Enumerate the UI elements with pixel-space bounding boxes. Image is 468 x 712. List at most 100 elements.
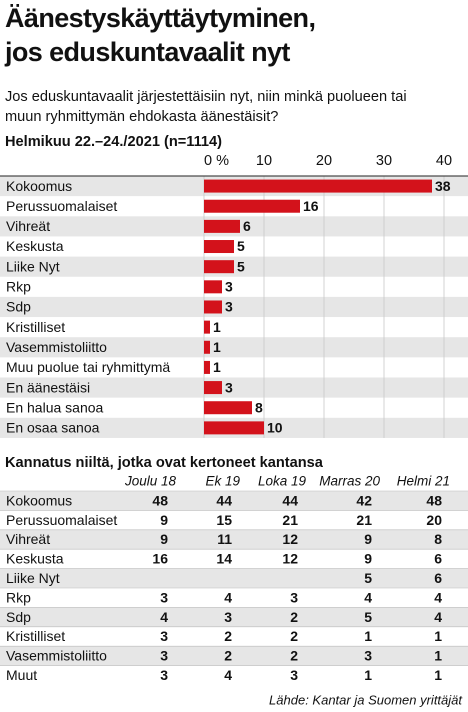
row-band (0, 568, 468, 588)
table-cell: 6 (434, 570, 442, 586)
value-label: 38 (435, 178, 451, 194)
bar (204, 260, 234, 274)
bar (204, 421, 264, 435)
table-cell: 3 (160, 648, 168, 664)
value-label: 8 (255, 399, 263, 415)
value-label: 1 (213, 319, 221, 335)
table-title: Kannatus niiltä, jotka ovat kertoneet ka… (5, 455, 324, 471)
table-cell: 2 (224, 628, 232, 644)
category-label: Liike Nyt (6, 258, 60, 274)
x-tick-label: 20 (316, 153, 332, 169)
chart-subtitle: muun ryhmittymän ehdokasta äänestäisit? (5, 109, 278, 125)
bar (204, 360, 210, 374)
table-cell: 3 (290, 667, 298, 683)
category-label: Rkp (6, 279, 31, 295)
value-label: 10 (267, 420, 283, 436)
value-label: 16 (303, 198, 319, 214)
row-label: Kokoomus (6, 492, 72, 508)
table-cell: 3 (290, 589, 298, 605)
row-label: Rkp (6, 589, 31, 605)
category-label: Kokoomus (6, 178, 72, 194)
table-cell: 2 (290, 648, 298, 664)
table-cell: 1 (364, 628, 372, 644)
bar (204, 280, 222, 294)
chart-subtitle: Jos eduskuntavaalit järjestettäisiin nyt… (5, 89, 407, 105)
row-band (0, 337, 468, 358)
value-label: 5 (237, 258, 245, 274)
table-cell: 11 (217, 531, 232, 547)
x-tick-label: 10 (256, 153, 272, 169)
category-label: Vihreät (6, 218, 50, 234)
column-header: Loka 19 (258, 474, 307, 489)
table-cell: 4 (434, 609, 442, 625)
table-cell: 4 (160, 609, 168, 625)
category-label: Keskusta (6, 238, 64, 254)
chart-caption: Helmikuu 22.–24./2021 (n=1114) (5, 134, 222, 150)
table-cell: 9 (160, 531, 168, 547)
table-cell: 12 (282, 531, 298, 547)
value-label: 3 (225, 279, 233, 295)
column-header: Ek 19 (205, 474, 240, 489)
table-cell: 21 (282, 512, 298, 528)
value-label: 5 (237, 238, 245, 254)
table-cell: 4 (434, 589, 442, 605)
row-label: Muut (6, 667, 37, 683)
category-label: En halua sanoa (6, 399, 104, 415)
bar (204, 320, 210, 334)
table-cell: 9 (364, 551, 372, 567)
table-cell: 9 (160, 512, 168, 528)
bar (204, 300, 222, 314)
table-cell: 4 (224, 667, 232, 683)
table-cell: 1 (434, 648, 442, 664)
table-cell: 44 (282, 492, 298, 508)
bar (204, 240, 234, 254)
category-label: Muu puolue tai ryhmittymä (6, 359, 170, 375)
table-cell: 9 (364, 531, 372, 547)
category-label: En äänestäisi (6, 379, 90, 395)
column-header: Helmi 21 (397, 474, 450, 489)
row-band (0, 529, 468, 550)
bar (204, 401, 252, 415)
table-cell: 1 (364, 667, 372, 683)
category-label: Vasemmistoliitto (6, 339, 107, 355)
bar (204, 219, 240, 233)
row-label: Perussuomalaiset (6, 512, 117, 528)
table-cell: 1 (434, 667, 442, 683)
table-cell: 4 (224, 589, 232, 605)
table-cell: 44 (216, 492, 232, 508)
table-cell: 3 (160, 589, 168, 605)
table-cell: 3 (224, 609, 232, 625)
category-label: Kristilliset (6, 319, 65, 335)
row-band (0, 491, 468, 511)
x-tick-label: 40 (436, 153, 452, 169)
bar (204, 340, 210, 354)
row-label: Sdp (6, 609, 31, 625)
bar (204, 199, 300, 213)
category-label: En osaa sanoa (6, 420, 100, 436)
table-cell: 4 (364, 589, 372, 605)
category-label: Perussuomalaiset (6, 198, 117, 214)
table-cell: 8 (434, 531, 442, 547)
value-label: 3 (225, 299, 233, 315)
value-label: 3 (225, 379, 233, 395)
x-tick-label: 0 % (204, 153, 229, 169)
table-cell: 1 (434, 628, 442, 644)
chart-title: jos eduskuntavaalit nyt (4, 37, 290, 67)
x-tick-label: 30 (376, 153, 392, 169)
row-band (0, 296, 468, 318)
table-cell: 42 (356, 492, 372, 508)
table-cell: 48 (152, 492, 168, 508)
table-cell: 2 (290, 628, 298, 644)
row-label: Kristilliset (6, 628, 65, 644)
row-label: Vihreät (6, 531, 50, 547)
column-header: Joulu 18 (124, 474, 177, 489)
table-cell: 3 (364, 648, 372, 664)
source: Lähde: Kantar ja Suomen yrittäjät (269, 692, 463, 707)
table-cell: 16 (152, 551, 168, 567)
row-label: Keskusta (6, 551, 64, 567)
row-label: Vasemmistoliitto (6, 648, 107, 664)
table-cell: 48 (426, 492, 442, 508)
bar (204, 381, 222, 395)
table-cell: 2 (224, 648, 232, 664)
